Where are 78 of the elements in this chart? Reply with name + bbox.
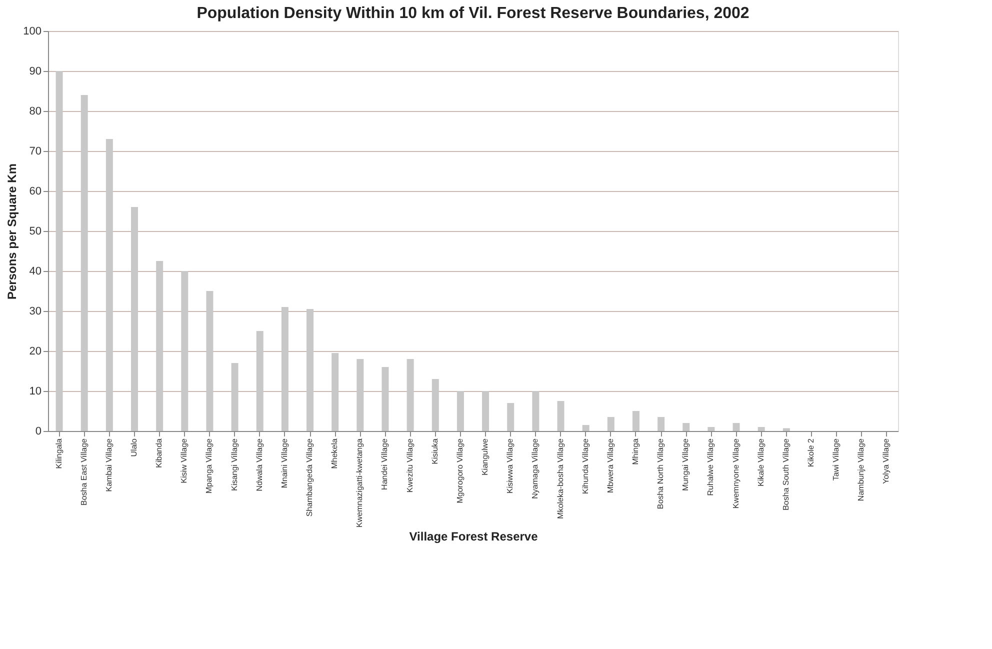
bar <box>382 367 389 431</box>
x-tick-label: Bosha North Village <box>656 438 666 510</box>
y-tick-label: 10 <box>29 386 42 398</box>
x-tick-label: Kikole 2 <box>806 438 816 467</box>
bar <box>456 391 464 431</box>
bar <box>131 207 138 431</box>
x-tick-label: Kikale Village <box>756 438 766 486</box>
x-tick-label: Kisangi Village <box>230 438 239 491</box>
x-tick-label: Ruhalwe Village <box>706 438 716 496</box>
bar <box>432 379 439 431</box>
bar <box>231 363 238 431</box>
bar <box>732 423 740 431</box>
bar <box>281 307 288 431</box>
x-tick-label: Shambangeda Village <box>305 438 314 517</box>
x-tick-label: Nyamaga Village <box>530 438 540 499</box>
y-tick-label: 0 <box>35 426 42 438</box>
x-tick-label: Mpanga Village <box>204 438 214 494</box>
bar <box>708 427 715 431</box>
bar <box>782 428 790 431</box>
x-tick-label: Kihunda Village <box>580 438 590 494</box>
x-tick-label: Kisiuka <box>430 438 440 464</box>
bar <box>557 401 564 431</box>
bar <box>406 359 414 431</box>
x-tick-label: Tawi Village <box>832 438 841 481</box>
x-tick-label: Mbwera Village <box>606 438 615 494</box>
bar <box>658 417 665 431</box>
bar <box>80 95 88 431</box>
x-tick-label: Kwezitu Village <box>405 438 414 493</box>
x-tick-label: Kilingala <box>54 438 64 469</box>
x-tick-label: Ndwala Village <box>254 438 264 492</box>
x-tick-label: Mnaini Village <box>280 438 289 488</box>
y-tick-label: 60 <box>29 186 42 198</box>
bar <box>206 291 214 431</box>
x-tick-label: Kambai Village <box>104 438 114 492</box>
y-axis-title: Persons per Square Km <box>5 163 20 300</box>
y-tick-label: 80 <box>29 106 42 118</box>
bar <box>507 403 514 431</box>
bar <box>482 391 490 431</box>
x-tick-label: Nambunje Village <box>856 438 866 502</box>
y-tick-label: 90 <box>29 66 42 78</box>
bar <box>156 261 164 431</box>
bar <box>256 331 264 431</box>
x-tick-label: Kibanda <box>154 438 164 468</box>
x-tick-label: Kisiwwa Village <box>506 438 515 494</box>
bar <box>532 391 540 431</box>
bar <box>758 427 765 431</box>
y-tick-label: 100 <box>23 26 42 38</box>
bar <box>181 271 188 431</box>
x-tick-label: Mhekela <box>330 438 340 469</box>
x-axis-title: Village Forest Reserve <box>409 529 538 544</box>
bar <box>607 417 614 431</box>
x-tick-label: Mungai Village <box>681 438 690 491</box>
x-tick-label: Bosha East Village <box>79 438 88 506</box>
bar <box>306 309 314 431</box>
bar <box>332 353 339 431</box>
y-tick-label: 20 <box>29 346 42 358</box>
x-tick-label: Mhinga <box>630 438 640 465</box>
bar <box>682 423 690 431</box>
chart-title: Population Density Within 10 km of Vil. Forest Reserve Boundaries, 2002 <box>196 5 750 22</box>
x-tick-label: Kiangulwe <box>480 438 490 476</box>
y-tick-label: 30 <box>29 306 42 318</box>
x-tick-label: Mgorogoro Village <box>455 438 464 504</box>
x-tick-label: Kwemnyone Village <box>731 438 740 509</box>
y-tick-label: 40 <box>29 266 42 278</box>
y-tick-label: 50 <box>29 226 42 238</box>
bar <box>56 71 63 431</box>
x-tick-label: Mkoleka-bosha Village <box>556 438 565 519</box>
x-tick-label: Kisiw Village <box>180 438 189 484</box>
x-tick-label: Kwemnazigatti-kwetanga <box>355 438 364 528</box>
x-tick-label: Bosha South Village <box>781 438 790 510</box>
bar <box>356 359 364 431</box>
x-tick-label: Ulalo <box>130 438 139 457</box>
bar <box>632 411 640 431</box>
x-tick-label: Yolya Village <box>882 438 891 484</box>
bar <box>106 139 113 431</box>
y-tick-label: 70 <box>29 146 42 158</box>
bar <box>582 425 590 431</box>
x-tick-label: Handei Village <box>380 438 390 490</box>
